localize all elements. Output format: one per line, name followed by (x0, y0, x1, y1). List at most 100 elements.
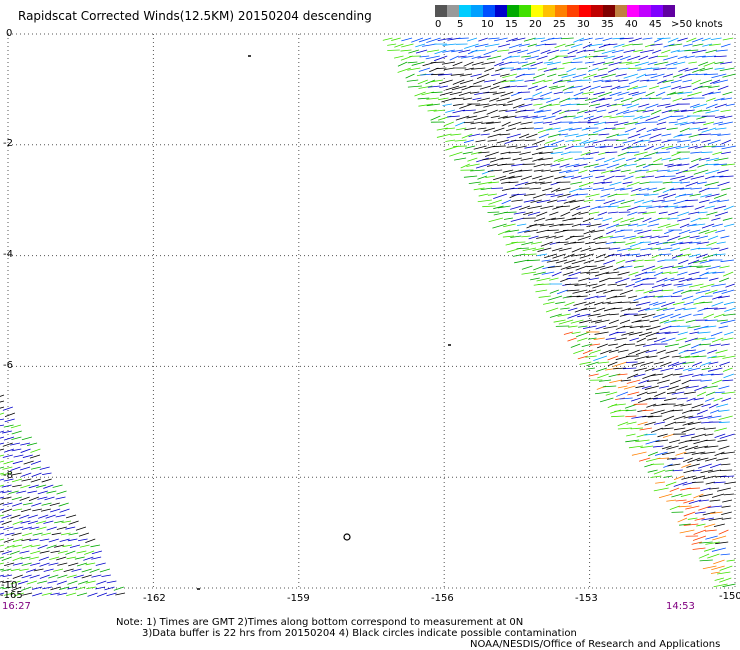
wind-barb (646, 355, 658, 358)
wind-barb (669, 439, 680, 444)
wind-barb (494, 61, 505, 67)
wind-barb (1, 520, 12, 525)
wind-barb (523, 211, 534, 216)
wind-barb (54, 520, 64, 524)
wind-barb (583, 157, 594, 160)
wind-barb (640, 97, 651, 100)
wind-barb (603, 157, 615, 163)
wind-barb (463, 121, 475, 124)
wind-barb (657, 433, 668, 438)
wind-barb (436, 127, 448, 131)
wind-barb (623, 385, 636, 390)
wind-barb (426, 37, 441, 44)
wind-barb (669, 91, 684, 95)
wind-barb (587, 337, 597, 340)
wind-barb (666, 499, 677, 502)
wind-barb (635, 175, 646, 179)
wind-barb (602, 301, 611, 304)
wind-barb (637, 229, 652, 234)
wind-barb (558, 79, 572, 83)
wind-barb (648, 55, 659, 59)
wind-barb (668, 157, 681, 162)
wind-barb (543, 79, 553, 83)
wind-barb (555, 187, 571, 192)
wind-barb (43, 568, 54, 572)
wind-barb (586, 223, 602, 227)
wind-barb (549, 277, 559, 281)
wind-barb (37, 580, 48, 584)
wind-barb (697, 127, 708, 131)
wind-barb (680, 181, 690, 184)
wind-barb (670, 115, 684, 117)
wind-barb (646, 169, 659, 173)
wind-barb (420, 73, 434, 76)
wind-barb (721, 397, 732, 402)
wind-barb (653, 295, 664, 298)
wind-barb (702, 565, 717, 570)
wind-barb (658, 211, 668, 214)
wind-barb (620, 169, 631, 173)
wind-barb (1, 472, 12, 476)
wind-barb (657, 295, 673, 298)
wind-barb (75, 526, 87, 531)
wind-barb (685, 199, 698, 202)
wind-barb (689, 163, 699, 169)
wind-barb (632, 43, 643, 46)
wind-barb (661, 97, 671, 100)
wind-barb (710, 511, 723, 514)
wind-barb (532, 247, 545, 251)
wind-barb (661, 133, 672, 137)
wind-barb (718, 385, 730, 390)
wind-barb (558, 133, 569, 136)
wind-barb (636, 223, 648, 227)
wind-barb (544, 145, 558, 148)
wind-barb (709, 343, 721, 347)
wind-barb (530, 199, 542, 203)
wind-barb (0, 574, 5, 577)
wind-barb (547, 229, 559, 231)
wind-barb (705, 541, 720, 545)
wind-barb (649, 289, 664, 294)
wind-barb (12, 484, 22, 488)
wind-barb (649, 235, 660, 239)
wind-barb (692, 103, 708, 109)
wind-barb (650, 409, 665, 415)
wind-barb (551, 271, 562, 277)
wind-barb (687, 421, 702, 426)
wind-barb (489, 85, 500, 90)
wind-barb (710, 409, 720, 414)
legend-labels: 0 5 10 15 20 25 30 35 40 45 >50 knots (435, 17, 723, 31)
lon-label-minus153: -153 (575, 593, 598, 604)
wind-barb (626, 151, 640, 154)
wind-barb (553, 157, 564, 162)
wind-barb (672, 361, 687, 367)
wind-barb (555, 241, 569, 244)
wind-barb (458, 55, 467, 58)
wind-barb (407, 85, 422, 88)
legend-swatch (603, 5, 615, 17)
wind-barb (533, 271, 546, 276)
wind-barb (721, 517, 732, 520)
wind-barb (667, 361, 680, 367)
wind-barb (688, 271, 700, 276)
wind-barb (696, 253, 708, 259)
wind-barb (504, 229, 520, 233)
wind-barb (12, 520, 23, 525)
wind-barb (574, 307, 588, 313)
wind-barb (677, 217, 691, 222)
wind-barb (656, 331, 671, 335)
wind-barb (599, 277, 611, 283)
wind-barb (667, 67, 677, 70)
wind-barb (714, 55, 727, 58)
wind-barb (426, 49, 440, 53)
wind-barb (646, 391, 658, 395)
wind-barb (658, 253, 672, 256)
wind-barb (584, 97, 598, 101)
wind-barb (657, 55, 669, 58)
wind-barb (713, 583, 728, 588)
wind-barb (679, 85, 692, 89)
wind-barb (709, 277, 719, 281)
wind-barb (59, 508, 70, 513)
wind-barb (696, 457, 709, 462)
wind-barb (550, 169, 562, 172)
